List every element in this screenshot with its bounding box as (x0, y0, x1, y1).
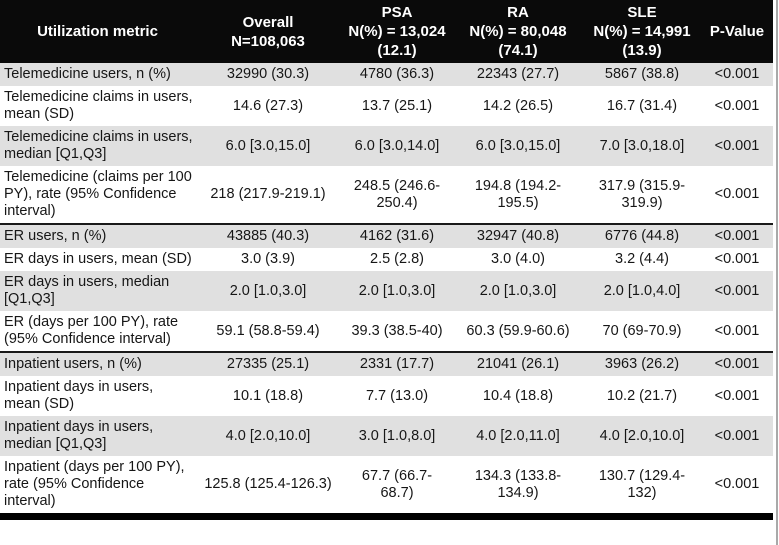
cell-psa: 4780 (36.3) (359, 66, 435, 82)
cell-sle: 10.2 (21.7) (606, 387, 678, 404)
table-row: Inpatient days in users, mean (SD) 10.1 … (0, 376, 773, 416)
cell-overall: 3.0 (3.9) (241, 251, 295, 267)
cell-sle: 70 (69-70.9) (602, 322, 682, 339)
cell-psa: 3.0 [1.0,8.0] (358, 427, 436, 444)
cell-metric: Inpatient (days per 100 PY), rate (95% C… (4, 459, 185, 509)
cell-pvalue: <0.001 (701, 351, 773, 376)
cell-ra: 14.2 (26.5) (482, 97, 554, 114)
cell-psa: 39.3 (38.5-40) (351, 322, 443, 339)
table-row: ER days in users, mean (SD) 3.0 (3.9) 2.… (0, 248, 773, 271)
cell-sle: 5867 (38.8) (604, 66, 680, 82)
cell-sle: 2.0 [1.0,4.0] (603, 282, 681, 299)
cell-ra: 60.3 (59.9-60.6) (466, 322, 570, 339)
col-header-utilization-metric: Utilization metric (0, 0, 195, 63)
cell-ra: 194.8 (194.2-195.5) (474, 177, 562, 211)
cell-overall: 14.6 (27.3) (232, 97, 304, 114)
cell-psa: 248.5 (246.6-250.4) (353, 177, 441, 211)
window-edge-line (776, 0, 778, 545)
table-row: Inpatient days in users, median [Q1,Q3] … (0, 416, 773, 456)
cell-psa: 2.0 [1.0,3.0] (358, 282, 436, 299)
table-row: Telemedicine claims in users, mean (SD) … (0, 86, 773, 126)
cell-psa: 4162 (31.6) (341, 223, 453, 248)
cell-ra: 21041 (26.1) (453, 351, 583, 376)
cell-ra: 3.0 (4.0) (491, 251, 545, 267)
cell-pvalue: <0.001 (714, 322, 760, 339)
cell-sle: 317.9 (315.9-319.9) (598, 177, 686, 211)
cell-metric: Telemedicine (claims per 100 PY), rate (… (4, 169, 192, 219)
cell-overall: 218 (217.9-219.1) (210, 186, 326, 202)
table-row: Inpatient (days per 100 PY), rate (95% C… (0, 456, 773, 517)
cell-sle: 7.0 [3.0,18.0] (599, 137, 685, 154)
cell-metric: Telemedicine claims in users, median [Q1… (4, 129, 193, 162)
cell-overall: 2.0 [1.0,3.0] (229, 282, 307, 299)
table-row: Telemedicine users, n (%) 32990 (30.3) 4… (0, 63, 773, 86)
cell-pvalue: <0.001 (714, 427, 760, 444)
cell-pvalue: <0.001 (714, 387, 760, 404)
cell-metric: ER users, n (%) (0, 223, 195, 248)
cell-psa: 7.7 (13.0) (365, 387, 429, 404)
col-header-pvalue: P-Value (701, 0, 773, 63)
cell-sle: 3.2 (4.4) (615, 251, 669, 267)
cell-pvalue: <0.001 (701, 223, 773, 248)
cell-pvalue: <0.001 (714, 97, 760, 114)
cell-psa: 67.7 (66.7-68.7) (361, 467, 433, 501)
cell-sle: 4.0 [2.0,10.0] (599, 427, 685, 444)
cell-ra: 10.4 (18.8) (482, 387, 554, 404)
cell-psa: 13.7 (25.1) (361, 97, 433, 114)
cell-overall: 6.0 [3.0,15.0] (225, 137, 311, 154)
header-row: Utilization metric Overall N=108,063 PSA… (0, 0, 773, 63)
cell-sle: 130.7 (129.4-132) (598, 467, 686, 501)
cell-sle: 3963 (26.2) (583, 351, 701, 376)
cell-sle: 16.7 (31.4) (606, 97, 678, 114)
cell-pvalue: <0.001 (714, 282, 760, 299)
table-row: ER (days per 100 PY), rate (95% Confiden… (0, 311, 773, 352)
col-header-psa: PSA N(%) = 13,024 (12.1) (341, 0, 453, 63)
cell-sle: 6776 (44.8) (583, 223, 701, 248)
cell-overall: 59.1 (58.8-59.4) (216, 322, 320, 339)
table-row: ER users, n (%) 43885 (40.3) 4162 (31.6)… (0, 223, 773, 248)
col-header-sle: SLE N(%) = 14,991 (13.9) (583, 0, 701, 63)
cell-pvalue: <0.001 (714, 251, 760, 267)
cell-psa: 2.5 (2.8) (370, 251, 424, 267)
table-row: Telemedicine claims in users, median [Q1… (0, 126, 773, 166)
cell-overall: 4.0 [2.0,10.0] (225, 427, 311, 444)
cell-overall: 125.8 (125.4-126.3) (204, 476, 332, 492)
cell-psa: 2331 (17.7) (341, 351, 453, 376)
cell-ra: 22343 (27.7) (476, 66, 560, 82)
cell-pvalue: <0.001 (714, 66, 760, 82)
cell-overall: 27335 (25.1) (195, 351, 341, 376)
cell-metric: Telemedicine users, n (%) (4, 66, 171, 82)
cell-overall: 32990 (30.3) (226, 66, 310, 82)
cell-ra: 32947 (40.8) (453, 223, 583, 248)
cell-metric: Telemedicine claims in users, mean (SD) (4, 89, 193, 122)
cell-ra: 4.0 [2.0,11.0] (476, 427, 560, 444)
cell-pvalue: <0.001 (714, 186, 760, 202)
cell-metric: Inpatient users, n (%) (0, 351, 195, 376)
cell-metric: ER days in users, mean (SD) (4, 251, 192, 267)
cell-metric: Inpatient days in users, mean (SD) (4, 379, 154, 412)
cell-metric: ER (days per 100 PY), rate (95% Confiden… (4, 314, 179, 347)
table-row: ER days in users, median [Q1,Q3] 2.0 [1.… (0, 271, 773, 311)
cell-pvalue: <0.001 (714, 476, 760, 492)
utilization-table: Utilization metric Overall N=108,063 PSA… (0, 0, 773, 520)
cell-ra: 134.3 (133.8-134.9) (474, 467, 562, 501)
cell-ra: 2.0 [1.0,3.0] (479, 282, 557, 299)
col-header-ra: RA N(%) = 80,048 (74.1) (453, 0, 583, 63)
cell-overall: 43885 (40.3) (195, 223, 341, 248)
cell-ra: 6.0 [3.0,15.0] (475, 137, 561, 154)
cell-metric: ER days in users, median [Q1,Q3] (4, 274, 170, 307)
cell-overall: 10.1 (18.8) (232, 387, 304, 404)
cell-psa: 6.0 [3.0,14.0] (354, 137, 440, 154)
table-row: Inpatient users, n (%) 27335 (25.1) 2331… (0, 351, 773, 376)
cell-metric: Inpatient days in users, median [Q1,Q3] (4, 419, 154, 452)
cell-pvalue: <0.001 (714, 137, 760, 154)
table-row: Telemedicine (claims per 100 PY), rate (… (0, 166, 773, 224)
col-header-overall: Overall N=108,063 (195, 0, 341, 63)
